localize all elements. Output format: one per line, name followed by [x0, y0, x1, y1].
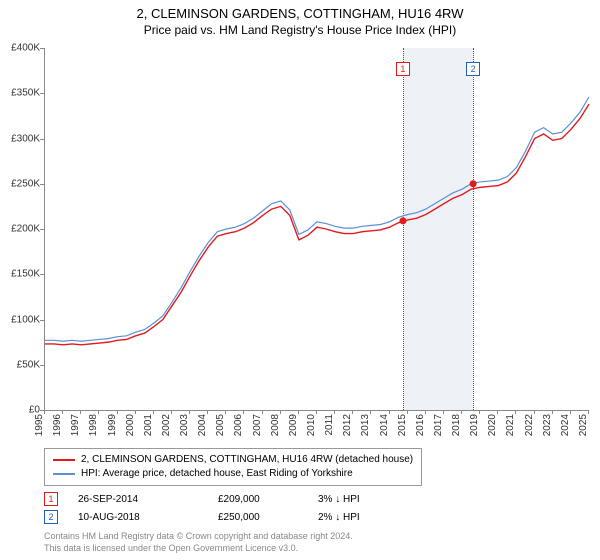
x-axis-label: 2000	[125, 414, 136, 442]
title-block: 2, CLEMINSON GARDENS, COTTINGHAM, HU16 4…	[0, 0, 600, 37]
y-axis-label: £150K	[4, 269, 40, 280]
x-axis-label: 2005	[215, 414, 226, 442]
y-axis-label: £300K	[4, 133, 40, 144]
sale-delta: 2% ↓ HPI	[318, 512, 418, 523]
chart-title: 2, CLEMINSON GARDENS, COTTINGHAM, HU16 4…	[0, 6, 600, 21]
y-axis-label: £50K	[4, 359, 40, 370]
x-axis-label: 2009	[288, 414, 299, 442]
x-axis-label: 2015	[397, 414, 408, 442]
sale-date: 26-SEP-2014	[78, 494, 218, 505]
x-axis-label: 2002	[161, 414, 172, 442]
x-axis-label: 2021	[505, 414, 516, 442]
series-line-price_paid	[45, 104, 589, 345]
y-axis-label: £400K	[4, 43, 40, 54]
x-axis-label: 2020	[487, 414, 498, 442]
x-axis-label: 2013	[360, 414, 371, 442]
x-axis-label: 2017	[433, 414, 444, 442]
sale-marker-icon: 2	[44, 510, 58, 524]
x-axis-label: 2025	[578, 414, 589, 442]
sale-price: £209,000	[218, 494, 318, 505]
y-axis-label: £100K	[4, 314, 40, 325]
legend-label: 2, CLEMINSON GARDENS, COTTINGHAM, HU16 4…	[81, 453, 413, 467]
x-axis-label: 2022	[524, 414, 535, 442]
legend-item: 2, CLEMINSON GARDENS, COTTINGHAM, HU16 4…	[53, 453, 413, 467]
chart-area: 12 £0£50K£100K£150K£200K£250K£300K£350K£…	[44, 48, 588, 410]
x-axis-label: 2003	[179, 414, 190, 442]
footer: Contains HM Land Registry data © Crown c…	[44, 530, 353, 554]
x-axis-label: 2023	[542, 414, 553, 442]
chart-subtitle: Price paid vs. HM Land Registry's House …	[0, 23, 600, 37]
sale-date: 10-AUG-2018	[78, 512, 218, 523]
line-series-svg	[45, 48, 589, 410]
legend-swatch	[53, 459, 75, 461]
y-axis-label: £250K	[4, 178, 40, 189]
footer-line: Contains HM Land Registry data © Crown c…	[44, 530, 353, 542]
x-axis-label: 2012	[342, 414, 353, 442]
x-axis-label: 1995	[34, 414, 45, 442]
legend-swatch	[53, 473, 75, 475]
sale-price: £250,000	[218, 512, 318, 523]
x-axis-label: 2007	[252, 414, 263, 442]
sale-marker-icon: 1	[44, 492, 58, 506]
x-axis-label: 2019	[469, 414, 480, 442]
x-axis-label: 1996	[52, 414, 63, 442]
x-axis-label: 2004	[197, 414, 208, 442]
x-axis-label: 2018	[451, 414, 462, 442]
sales-table: 1 26-SEP-2014 £209,000 3% ↓ HPI 2 10-AUG…	[44, 490, 418, 526]
x-axis-label: 2014	[379, 414, 390, 442]
sales-row: 2 10-AUG-2018 £250,000 2% ↓ HPI	[44, 508, 418, 526]
y-axis-label: £350K	[4, 88, 40, 99]
x-axis-label: 1998	[88, 414, 99, 442]
legend: 2, CLEMINSON GARDENS, COTTINGHAM, HU16 4…	[44, 448, 422, 486]
x-axis-label: 2006	[233, 414, 244, 442]
x-axis-label: 1999	[107, 414, 118, 442]
sale-point-dot	[399, 217, 406, 224]
legend-label: HPI: Average price, detached house, East…	[81, 467, 353, 481]
x-axis-label: 2011	[324, 414, 335, 442]
x-axis-label: 1997	[70, 414, 81, 442]
x-axis-label: 2001	[143, 414, 154, 442]
y-axis-label: £200K	[4, 224, 40, 235]
x-axis-label: 2008	[270, 414, 281, 442]
chart-container: 2, CLEMINSON GARDENS, COTTINGHAM, HU16 4…	[0, 0, 600, 560]
series-line-hpi	[45, 97, 589, 341]
x-axis-label: 2016	[415, 414, 426, 442]
sale-marker-box: 2	[466, 62, 480, 76]
x-axis-label: 2024	[560, 414, 571, 442]
legend-item: HPI: Average price, detached house, East…	[53, 467, 413, 481]
sale-delta: 3% ↓ HPI	[318, 494, 418, 505]
footer-line: This data is licensed under the Open Gov…	[44, 542, 353, 554]
sales-row: 1 26-SEP-2014 £209,000 3% ↓ HPI	[44, 490, 418, 508]
plot-area: 12	[44, 48, 589, 411]
sale-point-dot	[470, 180, 477, 187]
x-axis-label: 2010	[306, 414, 317, 442]
sale-marker-box: 1	[396, 62, 410, 76]
